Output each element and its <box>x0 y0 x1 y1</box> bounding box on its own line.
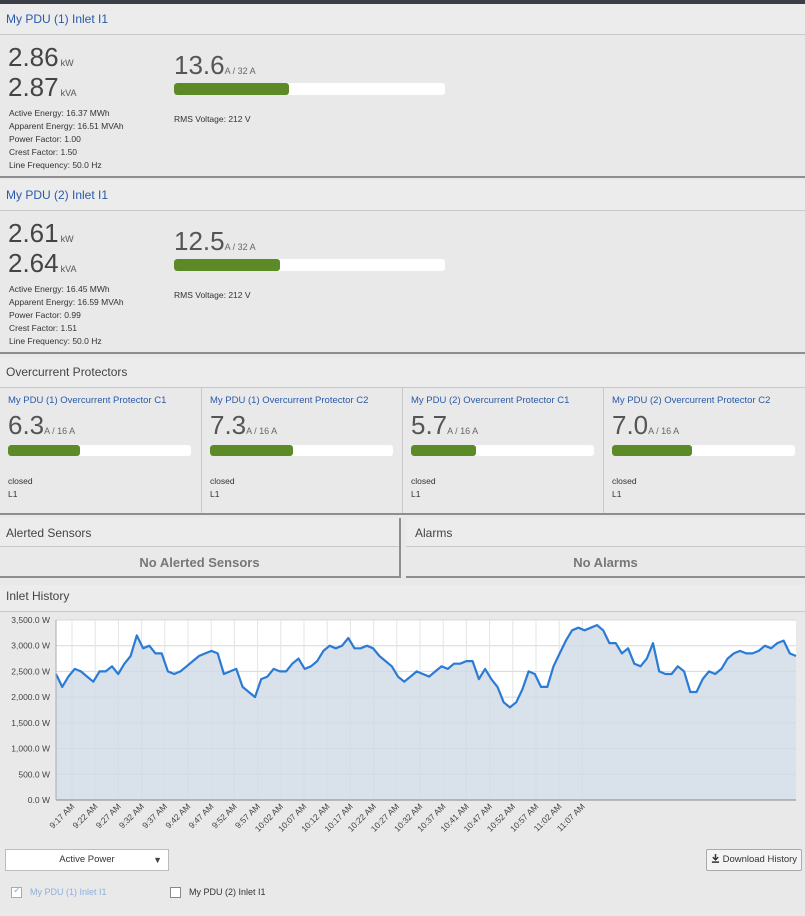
ocp-section-title: Overcurrent Protectors <box>0 357 805 388</box>
no-alerted-sensors-text: No Alerted Sensors <box>139 555 260 570</box>
inlet-current: 13.6A / 32 A <box>174 50 256 80</box>
apparent-power-value: 2.87 kVA <box>8 72 77 102</box>
checkbox-icon[interactable] <box>170 887 181 899</box>
rms-voltage: RMS Voltage: 212 V <box>174 290 251 300</box>
download-icon <box>711 854 720 863</box>
ocp-bar <box>612 445 795 456</box>
ocp-card: My PDU (1) Overcurrent Protector C1 6.3A… <box>0 388 202 513</box>
y-tick-label: 2,000.0 W <box>11 692 50 702</box>
ocp-bar <box>210 445 393 456</box>
ocp-current: 7.0A / 16 A <box>612 410 680 440</box>
ocp-bar-fill <box>8 445 81 456</box>
ocp-status: closed L1 <box>411 476 436 499</box>
inlet-history-chart: 0.0 W 500.0 W 1,000.0 W 1,500.0 W 2,000.0 W 2… <box>11 615 797 834</box>
inlet-panel-2: My PDU (2) Inlet I1 2.61 kW 2.64 kVA Activ… <box>0 180 805 354</box>
inlet-history-title: Inlet History <box>0 585 805 612</box>
ocp-status: closed L1 <box>612 476 637 499</box>
y-tick-label: 0.0 W <box>28 795 50 805</box>
chevron-down-icon: ▼ <box>153 855 162 865</box>
legend-pdu1-label: My PDU (1) Inlet I1 <box>30 887 107 897</box>
ocp-name[interactable]: My PDU (1) Overcurrent Protector C1 <box>8 395 167 406</box>
series-line-pdu1 <box>55 624 797 709</box>
ocp-bar <box>8 445 191 456</box>
inlet-title-1[interactable]: My PDU (1) Inlet I1 <box>0 4 805 35</box>
y-tick-label: 500.0 W <box>18 769 50 779</box>
ocp-current: 7.3A / 16 A <box>210 410 278 440</box>
ocp-name[interactable]: My PDU (1) Overcurrent Protector C2 <box>210 395 369 406</box>
ocp-name[interactable]: My PDU (2) Overcurrent Protector C1 <box>411 395 570 406</box>
y-tick-label: 1,000.0 W <box>11 744 50 754</box>
ocp-panel: Overcurrent Protectors My PDU (1) Overcu… <box>0 357 805 515</box>
y-tick-label: 1,500.0 W <box>11 718 50 728</box>
apparent-power-value: 2.64 kVA <box>8 248 77 278</box>
legend-pdu2-label: My PDU (2) Inlet I1 <box>189 887 266 897</box>
active-power-value: 2.86 kW <box>8 42 74 72</box>
alarms-panel: Alarms No Alarms <box>406 518 805 578</box>
y-tick-label: 3,500.0 W <box>11 615 50 625</box>
current-bar <box>174 259 445 271</box>
inlet-details: Active Energy: 16.45 MWh Apparent Energy… <box>9 284 124 346</box>
download-history-button[interactable]: Download History <box>706 849 802 871</box>
ocp-card: My PDU (2) Overcurrent Protector C1 5.7A… <box>403 388 604 513</box>
current-bar <box>174 83 445 95</box>
ocp-bar-fill <box>612 445 693 456</box>
ocp-bar-fill <box>411 445 477 456</box>
ocp-bar <box>411 445 594 456</box>
y-tick-label: 2,500.0 W <box>11 666 50 676</box>
inlet-history-panel: Inlet History 0.0 W 500.0 W 1,000.0 W 1,500… <box>0 585 805 916</box>
inlet-current: 12.5A / 32 A <box>174 226 256 256</box>
rms-voltage: RMS Voltage: 212 V <box>174 114 251 124</box>
ocp-card: My PDU (1) Overcurrent Protector C2 7.3A… <box>202 388 403 513</box>
legend-pdu1[interactable]: My PDU (1) Inlet I1 <box>11 885 107 899</box>
series-area <box>56 625 796 800</box>
current-bar-fill <box>174 83 290 95</box>
ocp-status: closed L1 <box>210 476 235 499</box>
metric-select[interactable]: Active Power ▼ <box>5 849 169 871</box>
ocp-current: 6.3A / 16 A <box>8 410 76 440</box>
download-history-label: Download History <box>722 854 798 865</box>
no-alarms-text: No Alarms <box>573 555 638 570</box>
inlet-details: Active Energy: 16.37 MWh Apparent Energy… <box>9 108 124 170</box>
legend-pdu2[interactable]: My PDU (2) Inlet I1 <box>170 887 266 899</box>
inlet-title-2[interactable]: My PDU (2) Inlet I1 <box>0 180 805 211</box>
ocp-bar-fill <box>210 445 294 456</box>
alarms-title: Alarms <box>406 518 805 547</box>
inlet-panel-1: My PDU (1) Inlet I1 2.86 kW 2.87 kVA Activ… <box>0 4 805 178</box>
alerted-sensors-panel: Alerted Sensors No Alerted Sensors <box>0 518 401 578</box>
top-bar <box>0 0 805 4</box>
y-tick-label: 3,000.0 W <box>11 641 50 651</box>
ocp-name[interactable]: My PDU (2) Overcurrent Protector C2 <box>612 395 771 406</box>
checkbox-checked-icon[interactable] <box>11 885 22 899</box>
ocp-current: 5.7A / 16 A <box>411 410 479 440</box>
alerted-sensors-title: Alerted Sensors <box>0 518 399 547</box>
ocp-status: closed L1 <box>8 476 33 499</box>
ocp-card: My PDU (2) Overcurrent Protector C2 7.0A… <box>604 388 805 513</box>
metric-select-value: Active Power <box>59 854 115 865</box>
current-bar-fill <box>174 259 280 271</box>
active-power-value: 2.61 kW <box>8 218 74 248</box>
